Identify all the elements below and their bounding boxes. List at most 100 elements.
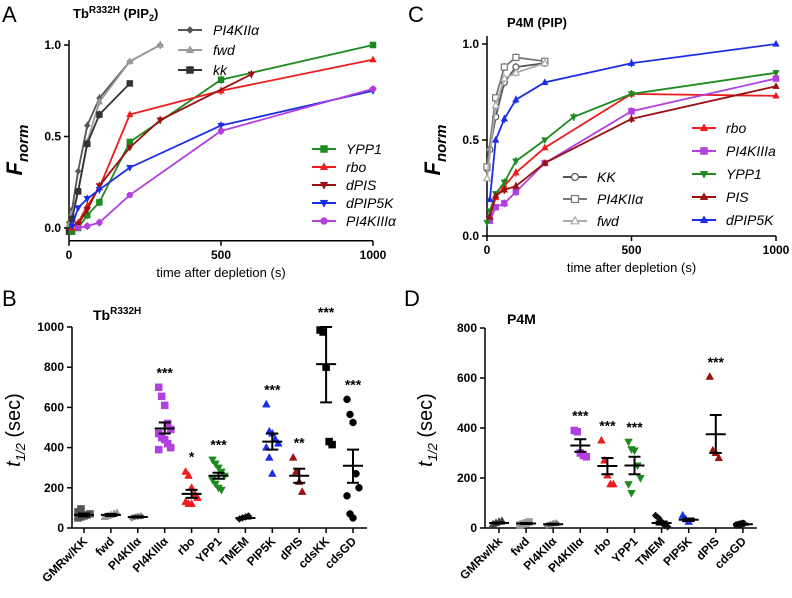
triangle-down-marker xyxy=(319,199,329,208)
title-text: P4M xyxy=(507,311,536,327)
legend-label: rbo xyxy=(726,120,746,136)
significance-label: *** xyxy=(708,354,725,370)
y-tick-label: 0 xyxy=(57,521,64,535)
panel-B: B TbR332H 0 200 400 600 800 1000 t1/2 (sec) GMRw/… xyxy=(2,286,367,585)
data-point xyxy=(541,78,549,86)
data-point xyxy=(83,122,91,129)
data-point xyxy=(600,455,609,464)
data-point xyxy=(83,196,91,203)
data-point xyxy=(156,117,164,125)
y-tick-label: 0 xyxy=(470,521,477,535)
series-PI4KIIα xyxy=(65,41,164,226)
y-tick-label: 1000 xyxy=(37,320,64,334)
data-point xyxy=(705,372,715,380)
data-point xyxy=(83,140,91,148)
data-point xyxy=(346,410,354,419)
significance-label: ** xyxy=(294,435,305,451)
data-point xyxy=(166,425,175,434)
data-point xyxy=(349,418,357,427)
data-point xyxy=(512,53,520,62)
series-PIS xyxy=(486,82,780,220)
square-marker xyxy=(570,194,580,204)
significance-label: *** xyxy=(210,437,227,453)
data-point xyxy=(160,401,169,410)
series-line xyxy=(77,73,252,225)
circle-marker xyxy=(320,217,328,225)
group-dPIS: ***dPIS xyxy=(693,354,726,563)
data-point xyxy=(154,445,163,454)
y-axis-label: Fnorm xyxy=(420,125,450,176)
legend-entry: rbo xyxy=(692,120,746,136)
series-YPP1 xyxy=(483,70,780,227)
data-point xyxy=(627,91,636,99)
x-axis-label: time after depletion (s) xyxy=(156,265,285,280)
data-point xyxy=(369,85,377,93)
group-GMRw/kk: GMRw/kk xyxy=(457,516,509,582)
data-point xyxy=(541,137,549,145)
category-label: GMRw/KK xyxy=(39,534,90,585)
legend-entry: PIS xyxy=(692,189,749,205)
category-label: PIP5K xyxy=(244,534,279,569)
legend-label: PI4KIIα xyxy=(597,191,644,207)
series-fwd xyxy=(65,40,164,227)
data-point xyxy=(217,122,225,130)
data-point xyxy=(772,39,780,47)
legend-entry: dPIP5K xyxy=(312,195,394,211)
x-axis-label: time after depletion (s) xyxy=(567,260,696,275)
y-tick-label: 0.5 xyxy=(462,133,479,147)
triangle-marker xyxy=(319,162,329,171)
y-tick-label: 1.0 xyxy=(462,37,479,51)
y-label-text: t xyxy=(415,460,437,467)
triangle-down-marker xyxy=(319,181,329,190)
significance-label: *** xyxy=(572,408,589,424)
legend-label: fwd xyxy=(213,42,236,58)
data-point xyxy=(486,212,494,220)
data-point xyxy=(486,195,494,203)
significance-label: *** xyxy=(157,364,174,380)
significance-label: *** xyxy=(626,419,643,435)
significance-label: * xyxy=(189,449,195,465)
y-tick-label: 800 xyxy=(457,321,477,335)
data-point xyxy=(541,158,549,166)
data-point xyxy=(483,219,491,227)
panel-A: A TbR332H (PIP2) 0.0 0.5 1.0 0 500 1000 time aft… xyxy=(2,2,397,280)
title-text: Tb xyxy=(73,6,89,21)
data-point xyxy=(184,471,193,479)
data-point xyxy=(68,223,76,231)
data-point xyxy=(343,395,351,404)
y-label-subscript: norm xyxy=(433,125,450,163)
data-point xyxy=(211,460,220,469)
y-label-text: (sec) xyxy=(3,393,25,443)
legend-entry: dPIS xyxy=(312,177,377,193)
legend-entry: YPP1 xyxy=(692,166,762,182)
data-point xyxy=(500,179,509,187)
data-point xyxy=(126,57,134,65)
legend-entry: rbo xyxy=(312,159,366,175)
data-point xyxy=(291,467,301,475)
data-point xyxy=(483,163,491,171)
data-point xyxy=(512,181,520,189)
title-text: Tb xyxy=(93,307,110,323)
data-point xyxy=(597,435,606,444)
series-line xyxy=(68,44,161,223)
chart-title: P4M (PIP) xyxy=(507,15,567,30)
legend-label: PIS xyxy=(726,189,749,205)
legend-entry: PI4KIIα xyxy=(563,191,644,207)
square-marker xyxy=(320,145,328,153)
data-point xyxy=(217,76,225,84)
legend-label: YPP1 xyxy=(726,166,762,182)
data-point xyxy=(262,399,271,408)
legend-label: PI4KIIα xyxy=(213,22,260,38)
data-point xyxy=(627,59,636,66)
data-point xyxy=(288,452,298,461)
data-point xyxy=(482,173,492,182)
data-point xyxy=(627,489,636,498)
data-point xyxy=(512,95,520,103)
data-point xyxy=(217,486,226,495)
data-point xyxy=(74,224,82,232)
group-GMRw/KK: GMRw/KK xyxy=(39,505,94,585)
group-PIP5K: PIP5K xyxy=(660,510,699,569)
y-tick-label: 400 xyxy=(44,441,64,455)
legend-label: dPIP5K xyxy=(346,195,394,211)
